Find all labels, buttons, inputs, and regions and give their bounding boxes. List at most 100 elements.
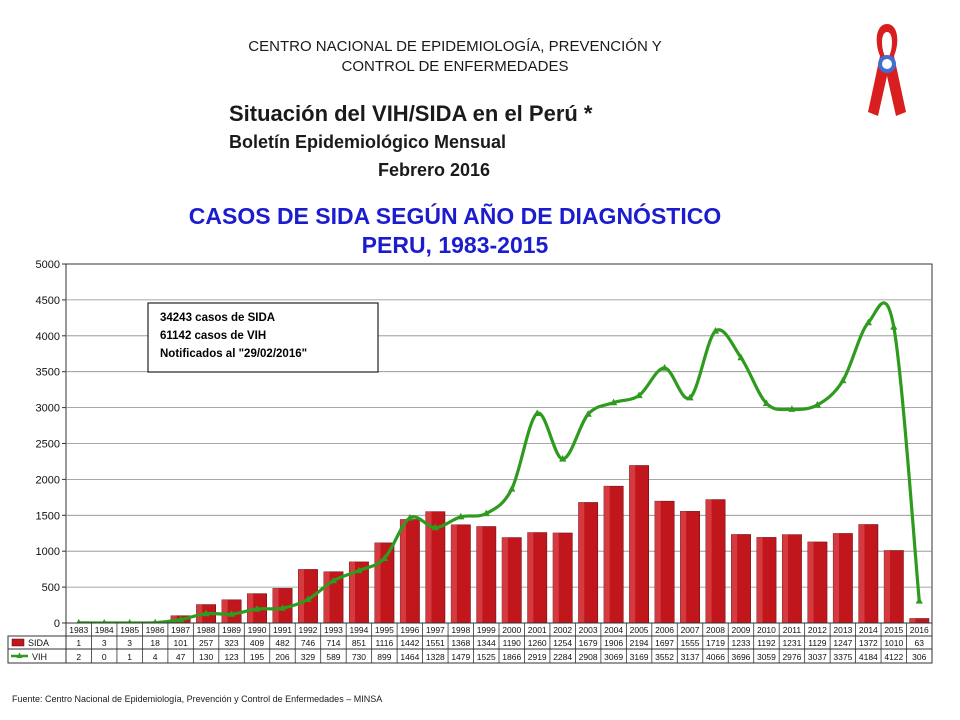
table-cell-sida: 1551 xyxy=(426,638,445,648)
table-cell-sida: 409 xyxy=(250,638,264,648)
table-cell-sida: 18 xyxy=(150,638,160,648)
table-cell-sida: 1116 xyxy=(376,638,394,648)
bar-highlight xyxy=(680,511,687,623)
annotation-line-2: 61142 casos de VIH xyxy=(160,330,266,342)
bar-highlight xyxy=(756,537,763,623)
table-cell-vih: 3059 xyxy=(757,652,776,662)
bar-highlight xyxy=(654,501,661,623)
table-cell-sida: 63 xyxy=(915,638,925,648)
bar-highlight xyxy=(349,561,356,623)
bulletin-date: Febrero 2016 xyxy=(378,160,491,180)
point-vih-1997 xyxy=(431,523,439,531)
point-vih-1996 xyxy=(406,513,414,521)
point-vih-2013 xyxy=(839,376,847,384)
x-tick-label: 1990 xyxy=(248,625,267,635)
x-tick-label: 1989 xyxy=(222,625,241,635)
table-cell-sida: 1 xyxy=(76,638,81,648)
y-tick-label: 1500 xyxy=(36,510,60,522)
point-vih-2015 xyxy=(890,323,898,330)
x-tick-label: 2002 xyxy=(553,625,572,635)
table-cell-vih: 2284 xyxy=(553,652,572,662)
legend-marker-vih xyxy=(16,652,23,658)
table-cell-vih: 1479 xyxy=(451,652,470,662)
table-cell-vih: 195 xyxy=(250,652,264,662)
table-cell-vih: 899 xyxy=(377,652,391,662)
point-vih-2008 xyxy=(711,327,720,334)
y-tick-label: 4000 xyxy=(36,331,60,343)
table-cell-vih: 4184 xyxy=(859,652,878,662)
point-vih-2016 xyxy=(915,597,923,604)
bar-sida-2016 xyxy=(909,618,930,624)
y-tick-label: 1000 xyxy=(36,546,60,558)
table-cell-vih: 1328 xyxy=(426,652,445,662)
x-tick-label: 1992 xyxy=(299,625,318,635)
y-tick-label: 5000 xyxy=(36,259,60,271)
table-cell-sida: 1719 xyxy=(706,638,725,648)
bar-sida-1997 xyxy=(425,511,446,624)
table-cell-vih: 730 xyxy=(352,652,366,662)
table-cell-sida: 1555 xyxy=(681,638,700,648)
table-cell-vih: 329 xyxy=(301,652,315,662)
bar-sida-2009 xyxy=(731,534,751,624)
bar-highlight xyxy=(731,534,738,623)
x-tick-label: 1983 xyxy=(69,625,88,635)
bar-highlight xyxy=(858,524,865,623)
table-cell-sida: 1679 xyxy=(579,638,598,648)
table-cell-sida: 3 xyxy=(127,638,132,648)
page-subtitle: Boletín Epidemiológico Mensual xyxy=(229,132,507,152)
bar-sida-2004 xyxy=(603,485,624,624)
y-tick-label: 500 xyxy=(42,582,60,594)
x-tick-label: 2010 xyxy=(757,625,776,635)
table-cell-vih: 1464 xyxy=(400,652,419,662)
bar-sida-2005 xyxy=(629,465,650,624)
point-vih-2012 xyxy=(813,400,821,408)
bar-highlight xyxy=(476,526,483,623)
legend-label-sida: SIDA xyxy=(28,638,49,648)
table-cell-vih: 2976 xyxy=(782,652,801,662)
y-axis-ticks: 0 500 1000 1500 2000 2500 3000 3500 4000 4500 5000 xyxy=(36,259,66,630)
point-vih-1998 xyxy=(457,512,465,520)
bar-highlight xyxy=(272,588,279,623)
bar-sida-2010 xyxy=(756,537,777,624)
bar-highlight xyxy=(807,541,814,623)
bar-sida-2002 xyxy=(552,532,573,624)
x-tick-label: 2016 xyxy=(910,625,929,635)
bar-highlight xyxy=(884,550,890,623)
bar-highlight xyxy=(451,524,457,623)
table-cell-vih: 2908 xyxy=(579,652,598,662)
bar-highlight xyxy=(552,532,559,623)
point-vih-1999 xyxy=(482,509,490,517)
point-vih-2009 xyxy=(737,353,745,361)
table-cell-vih: 206 xyxy=(275,652,289,662)
x-tick-label: 2006 xyxy=(655,625,674,635)
annotation-line-3: Notificados al "29/02/2016" xyxy=(160,348,307,360)
line-vih-path xyxy=(78,301,921,625)
x-tick-label: 1991 xyxy=(273,625,292,635)
table-cell-sida: 1010 xyxy=(884,638,903,648)
point-vih-2010 xyxy=(762,399,771,406)
table-cell-vih: 47 xyxy=(176,652,186,662)
x-tick-label: 1984 xyxy=(95,625,114,635)
table-cell-vih: 1 xyxy=(127,652,132,662)
point-vih-2014 xyxy=(864,318,872,326)
page-title: Situación del VIH/SIDA en el Perú * xyxy=(229,101,593,126)
x-tick-label: 1988 xyxy=(197,625,216,635)
point-vih-2005 xyxy=(635,391,643,399)
table-cell-vih: 1525 xyxy=(477,652,496,662)
bar-highlight xyxy=(221,599,228,623)
data-table: 1983 1 2 1984 3 0 1985 3 1 1986 18 4 1987 101 47 1988 25… xyxy=(7,622,933,664)
y-tick-label: 0 xyxy=(54,618,60,630)
x-tick-label: 2015 xyxy=(884,625,903,635)
table-cell-sida: 1231 xyxy=(782,638,801,648)
bar-sida-2006 xyxy=(654,500,675,624)
table-cell-vih: 3375 xyxy=(833,652,852,662)
table-cell-vih: 4 xyxy=(153,652,158,662)
bar-highlight xyxy=(527,532,534,623)
point-vih-2002 xyxy=(559,455,567,462)
x-tick-label: 1986 xyxy=(146,625,165,635)
bar-highlight xyxy=(425,511,432,623)
bar-sida-1996 xyxy=(399,519,420,624)
table-cell-vih: 2919 xyxy=(528,652,547,662)
bar-sida-2003 xyxy=(578,502,599,624)
table-cell-sida: 851 xyxy=(352,638,366,648)
